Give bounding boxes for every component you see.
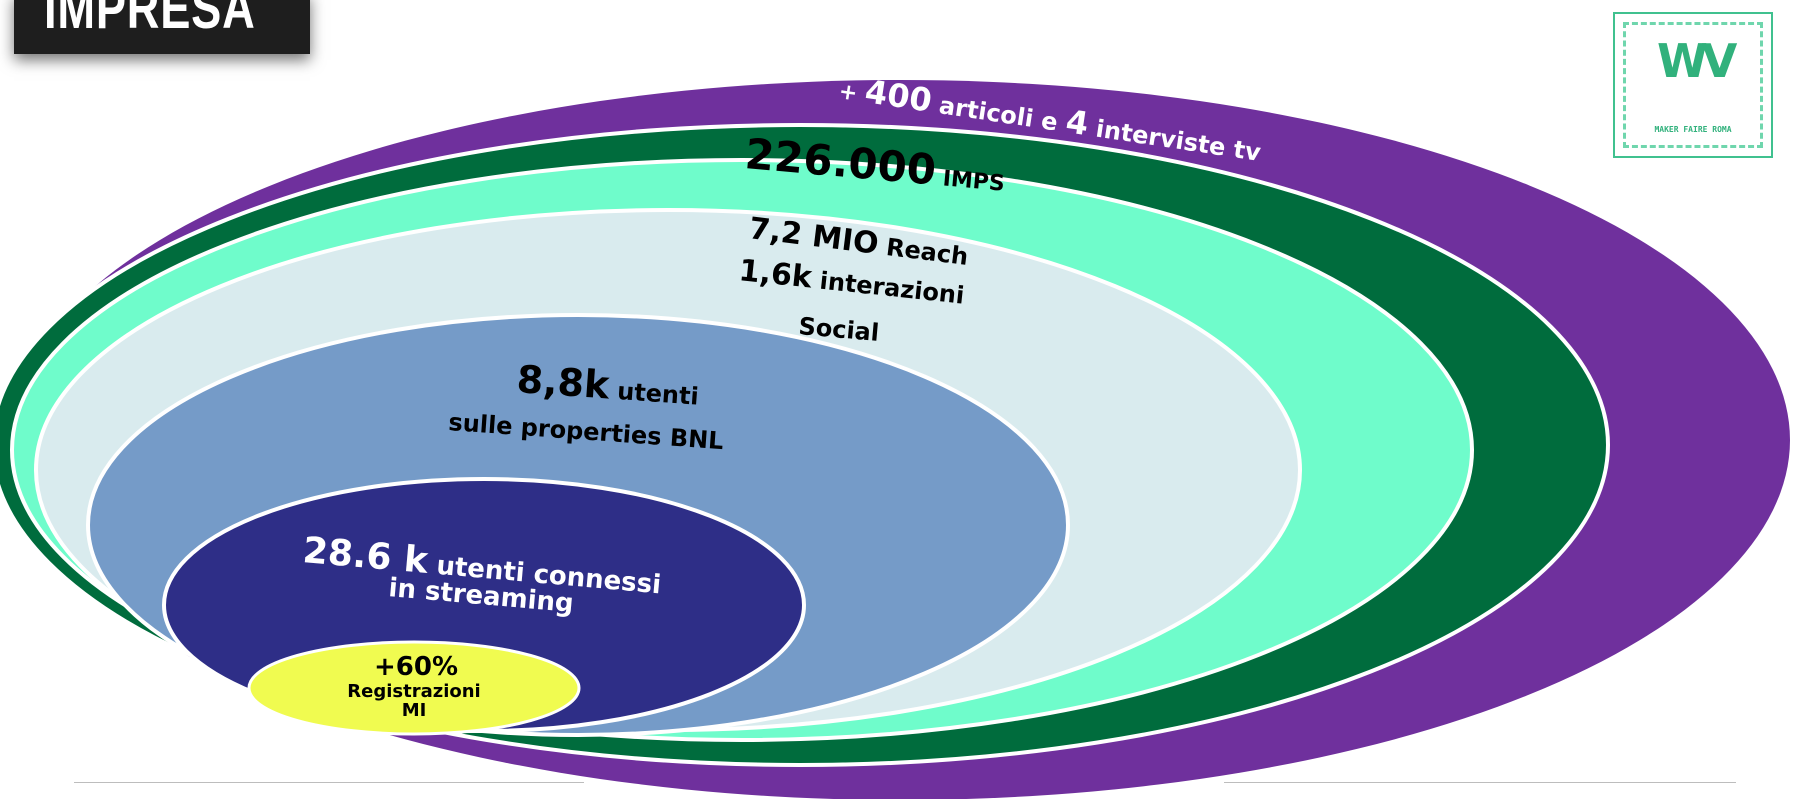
label-utenti: 8,8k utenti [515,357,700,414]
label-utenti-value: 8,8k [515,357,611,407]
divider-line [74,782,584,783]
label-interazioni-value: 1,6k [737,253,814,296]
label-registrazioni: Registrazioni [347,681,480,702]
logo-text: MAKER FAIRE ROMA [1654,125,1732,134]
label-reach: 7,2 MIO Reach [747,211,970,273]
title-box: IMPRESA [14,0,310,54]
label-mi: MI [402,700,427,721]
label-articoli-prefix: + [837,79,867,108]
label-imps-unit: IMPS [934,166,1006,197]
maker-faire-logo-icon: WV MAKER FAIRE ROMA [1613,12,1773,158]
logo-border [1623,22,1763,148]
divider-line [1224,782,1736,783]
label-persone-unit: persone [1272,74,1392,116]
label-utenti-unit: utenti [608,377,700,411]
label-percent: +60% [374,652,458,682]
label-articoli-value2: 4 [1063,102,1091,143]
ring-registrazioni [247,640,581,736]
page-title: IMPRESA [44,0,256,41]
logo-mark: WV [1657,34,1737,88]
